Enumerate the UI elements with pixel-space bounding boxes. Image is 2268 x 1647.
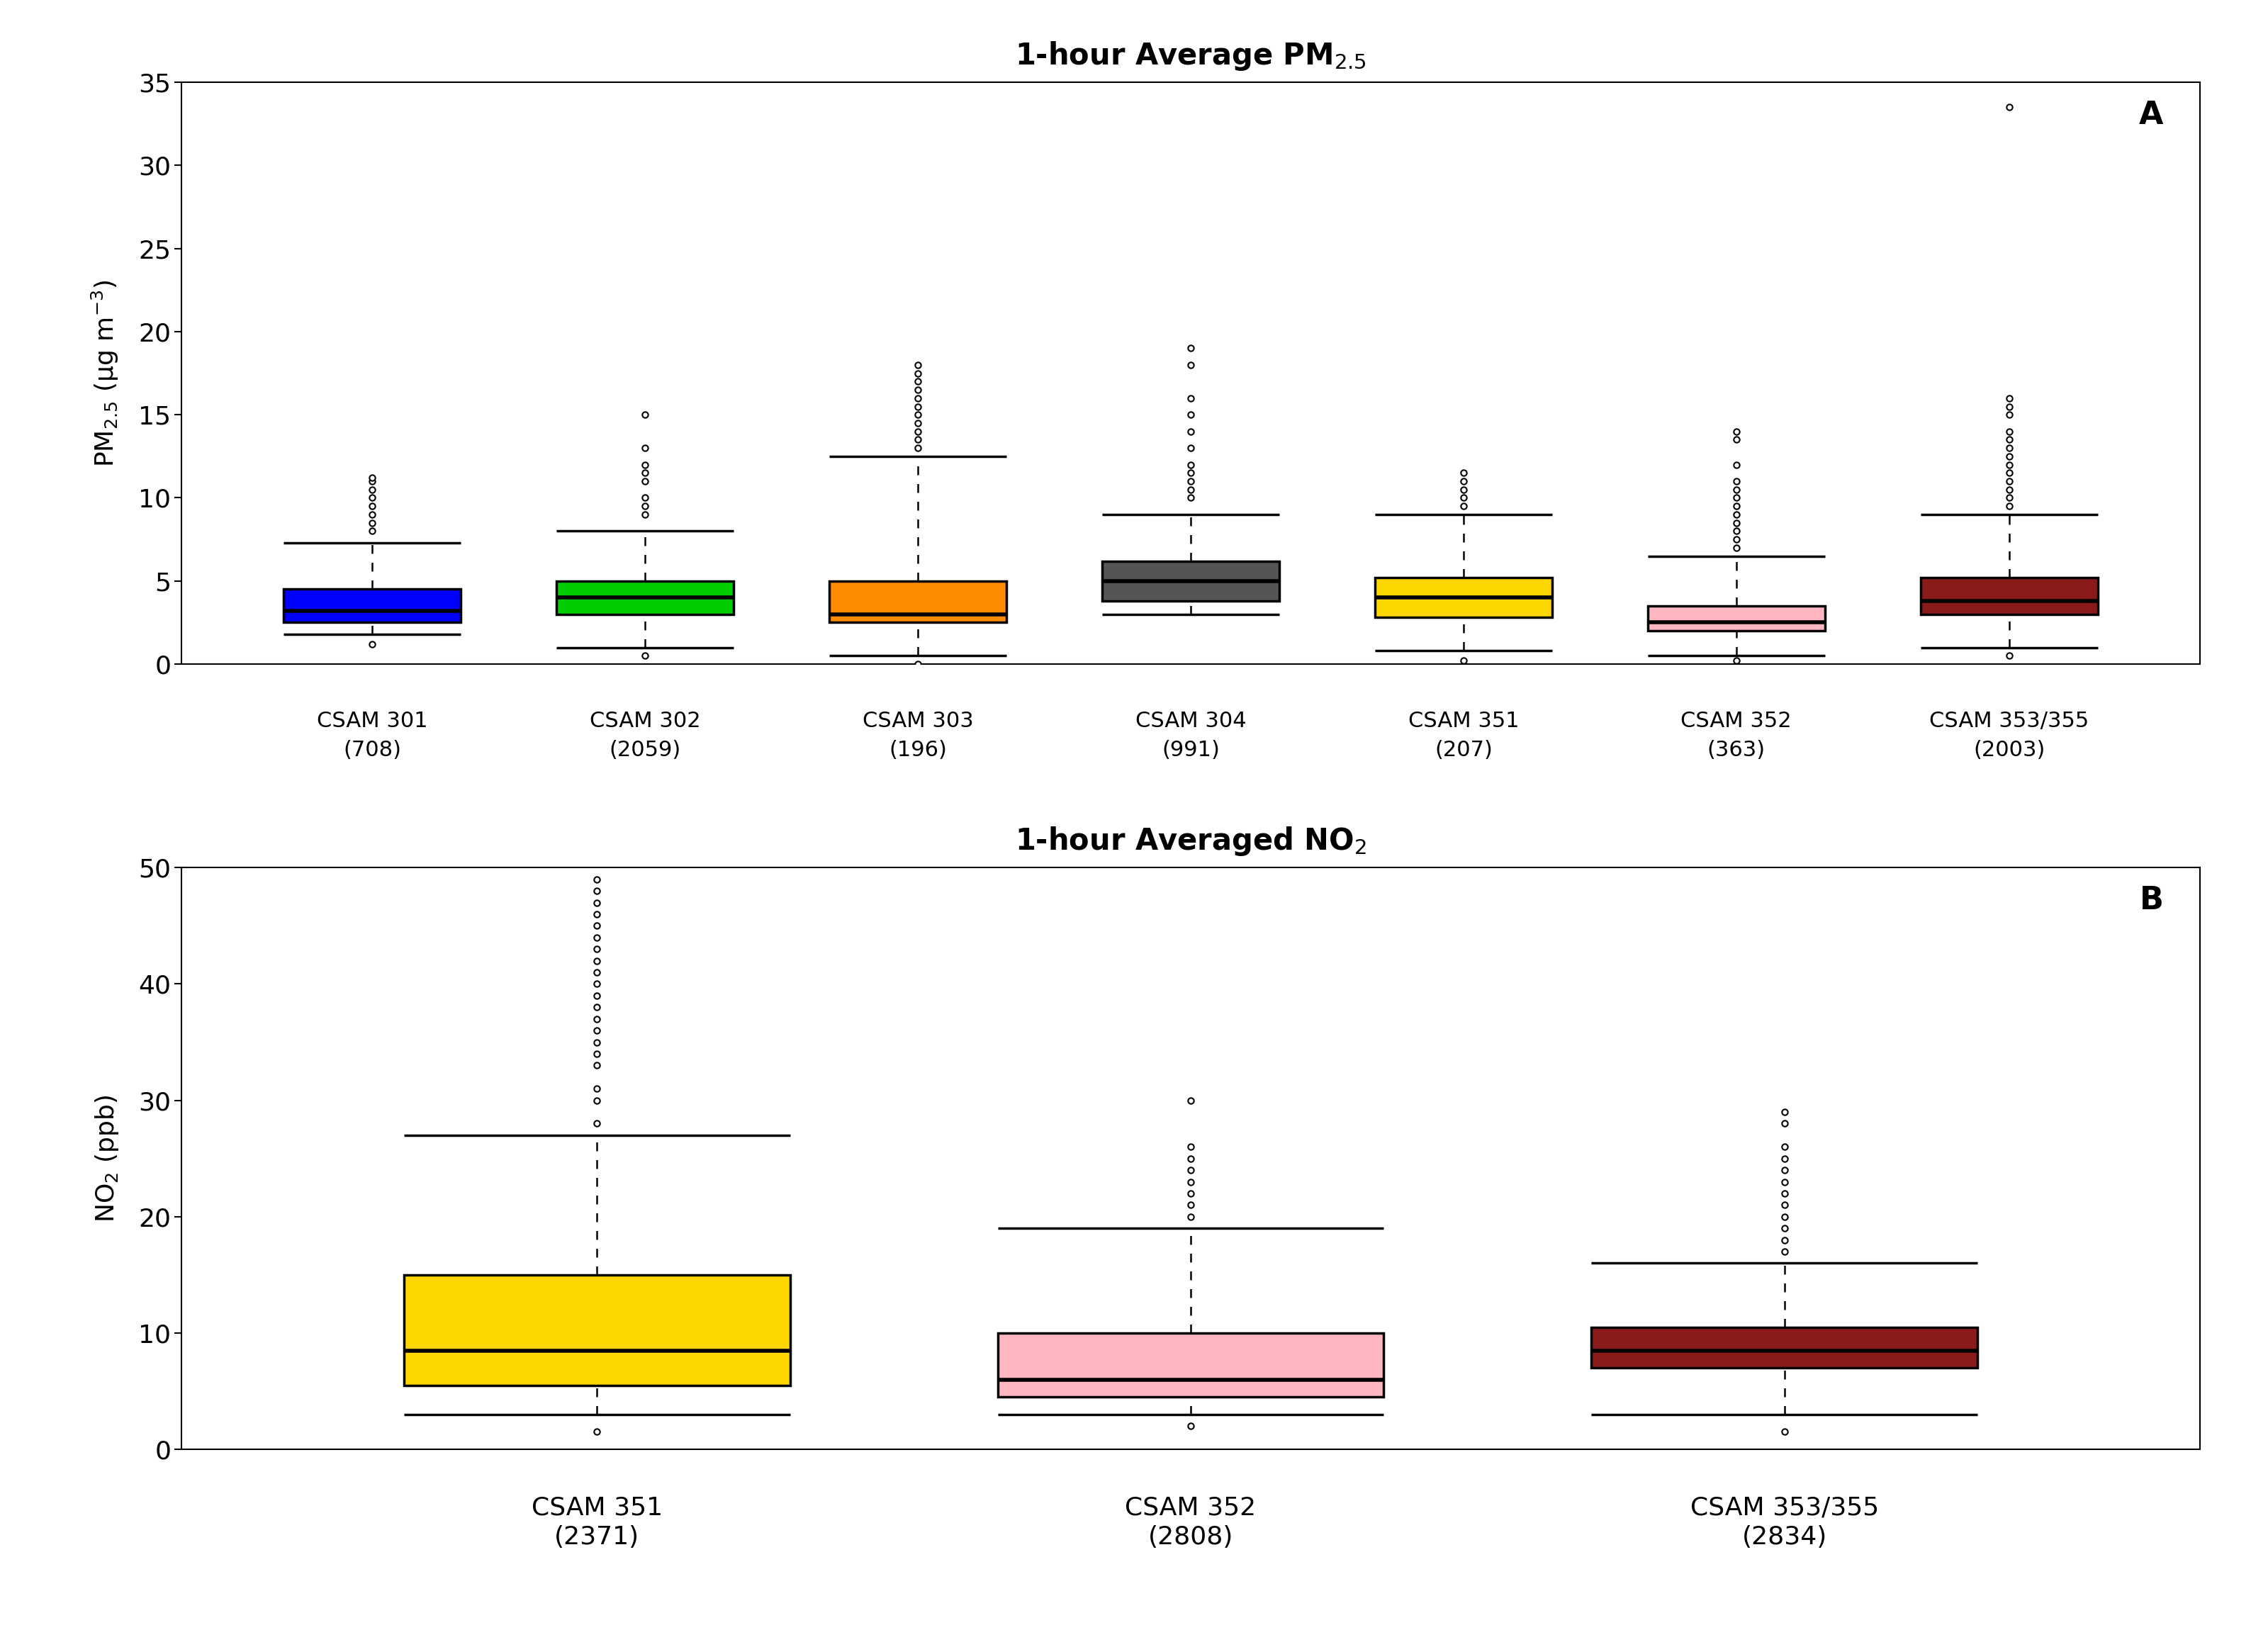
Text: (207): (207): [1433, 740, 1492, 761]
Text: (708): (708): [342, 740, 401, 761]
Text: (2059): (2059): [610, 740, 680, 761]
Title: 1-hour Average PM$_{2.5}$: 1-hour Average PM$_{2.5}$: [1016, 40, 1365, 72]
Text: CSAM 303: CSAM 303: [862, 710, 973, 731]
Text: (991): (991): [1161, 740, 1220, 761]
Bar: [998, 1332, 1383, 1397]
Text: (2808): (2808): [1148, 1525, 1234, 1550]
Text: CSAM 301: CSAM 301: [318, 710, 429, 731]
Text: A: A: [2139, 100, 2164, 130]
Y-axis label: NO$_2$ (ppb): NO$_2$ (ppb): [93, 1095, 120, 1222]
Text: (2371): (2371): [553, 1525, 640, 1550]
Text: CSAM 352: CSAM 352: [1681, 710, 1792, 731]
Text: CSAM 353/355: CSAM 353/355: [1930, 710, 2089, 731]
Text: CSAM 351: CSAM 351: [531, 1495, 662, 1520]
Bar: [830, 581, 1007, 623]
Bar: [284, 590, 460, 623]
Title: 1-hour Averaged NO$_2$: 1-hour Averaged NO$_2$: [1016, 825, 1365, 858]
Bar: [1592, 1327, 1978, 1369]
Text: B: B: [2139, 884, 2164, 916]
Bar: [1647, 606, 1826, 631]
Y-axis label: PM$_{2.5}$ (μg m$^{-3}$): PM$_{2.5}$ (μg m$^{-3}$): [91, 280, 120, 466]
Text: (2003): (2003): [1973, 740, 2046, 761]
Text: (196): (196): [889, 740, 948, 761]
Bar: [1102, 562, 1279, 601]
Text: CSAM 352: CSAM 352: [1125, 1495, 1256, 1520]
Bar: [404, 1275, 789, 1385]
Text: (2834): (2834): [1742, 1525, 1828, 1550]
Text: (363): (363): [1708, 740, 1765, 761]
Text: CSAM 353/355: CSAM 353/355: [1690, 1495, 1878, 1520]
Bar: [1374, 578, 1551, 618]
Text: CSAM 304: CSAM 304: [1136, 710, 1245, 731]
Text: CSAM 351: CSAM 351: [1408, 710, 1520, 731]
Text: CSAM 302: CSAM 302: [590, 710, 701, 731]
Bar: [556, 581, 735, 614]
Bar: [1921, 578, 2098, 614]
